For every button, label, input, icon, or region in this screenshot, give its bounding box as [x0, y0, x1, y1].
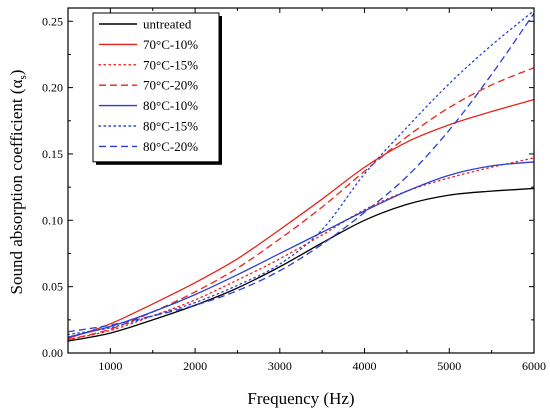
x-tick-label: 1000 — [98, 359, 122, 373]
plot-frame — [67, 7, 535, 354]
y-tick-label: 0.25 — [42, 14, 63, 28]
y-axis-title-main: Sound absorption coefficient (α — [7, 79, 26, 294]
series-line-6 — [67, 10, 535, 336]
series-group — [67, 10, 535, 342]
series-line-1 — [67, 187, 535, 342]
ticks-group: 1000 2000 3000 4000 5000 6000 0.00 0.05 0.10 0.15… — [42, 8, 546, 373]
legend-label: 80°C-20% — [143, 139, 198, 154]
series-line-4 — [67, 67, 535, 341]
y-tick-label: 0.00 — [42, 346, 63, 360]
y-tick-label: 0.05 — [42, 280, 63, 294]
y-axis-title-close: ) — [7, 70, 26, 76]
legend-label: untreated — [143, 17, 192, 32]
legend-label: 70°C-15% — [143, 57, 198, 72]
series-line-5 — [67, 161, 535, 338]
series-line-2 — [67, 98, 535, 340]
x-tick-label: 2000 — [183, 359, 207, 373]
x-tick-label: 3000 — [268, 359, 292, 373]
legend: untreated 70°C-10% 70°C-15% 70°C-20% 80°C-10… — [92, 12, 222, 165]
y-axis-title-subscript: s — [17, 75, 29, 79]
x-tick-label: 6000 — [522, 359, 546, 373]
y-tick-label: 0.20 — [42, 81, 63, 95]
legend-label: 70°C-20% — [143, 78, 198, 93]
x-tick-label: 4000 — [353, 359, 377, 373]
y-tick-label: 0.10 — [42, 213, 63, 227]
x-axis-title: Frequency (Hz) — [247, 389, 354, 408]
legend-box — [92, 12, 220, 163]
y-tick-label: 0.15 — [42, 147, 63, 161]
x-tick-label: 5000 — [437, 359, 461, 373]
legend-label: 80°C-10% — [143, 98, 198, 113]
legend-label: 70°C-10% — [143, 37, 198, 52]
y-axis-title: Sound absorption coefficient (αs) — [7, 70, 29, 295]
legend-label: 80°C-15% — [143, 119, 198, 134]
